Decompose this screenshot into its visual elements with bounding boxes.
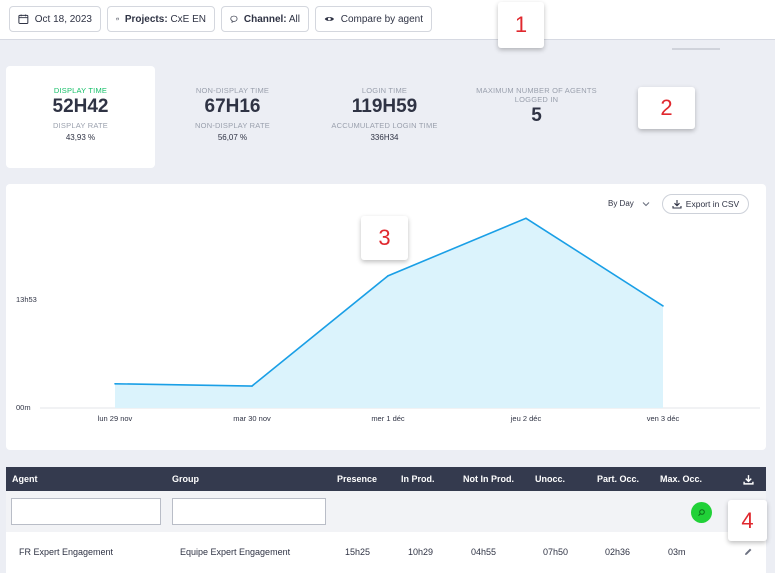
export-csv-button[interactable]: Export in CSV [662,194,749,214]
cell-not-in-prod: 04h55 [471,547,497,557]
date-label: Oct 18, 2023 [34,13,92,25]
cell-unocc: 07h50 [543,547,569,557]
col-agent[interactable]: Agent [12,474,38,484]
cell-group: Equipe Expert Engagement [180,547,291,557]
login-time-value: 119H59 [351,96,418,117]
col-group[interactable]: Group [172,474,199,484]
period-dropdown[interactable]: By Day [608,199,650,208]
x-tick-label-4: ven 3 déc [647,414,680,423]
annotation-badge-2: 2 [638,87,695,129]
export-label: Export in CSV [685,199,740,209]
projects-icon [116,17,119,21]
period-label: By Day [608,199,634,208]
display-time-label: DISPLAY TIME [53,86,108,95]
chevron-down-icon [642,201,650,206]
nondisplay-time-value: 67H16 [204,96,261,117]
filter-row [6,491,766,532]
cell-agent: FR Expert Engagement [19,547,114,557]
date-picker-button[interactable]: Oct 18, 2023 [9,6,101,32]
max-agents-value: 5 [531,105,542,126]
table-row[interactable]: FR Expert Engagement Equipe Expert Engag… [6,532,766,573]
x-tick-label-1: mar 30 nov [233,414,271,423]
eye-icon [324,16,335,22]
data-point-4 [662,305,664,307]
display-rate-value: 43,93 % [65,133,96,142]
channel-filter-button[interactable]: Channel: All [221,6,309,32]
annotation-badge-3: 3 [361,216,408,260]
cell-presence: 15h25 [345,547,371,557]
x-tick-label-3: jeu 2 déc [510,414,542,423]
accumulated-login-label: ACCUMULATED LOGIN TIME [331,121,438,130]
projects-label: Projects: [124,13,168,25]
projects-value: CxE EN [170,13,206,25]
max-agents-label-line1: MAXIMUM NUMBER OF AGENTS [476,86,597,95]
nondisplay-rate-value: 56,07 % [217,133,248,142]
display-time-card [6,66,155,168]
channel-value: All [288,13,300,25]
table-header: Agent Group Presence In Prod. Not In Pro… [6,467,766,491]
display-rate-label: DISPLAY RATE [53,121,108,130]
max-agents-label-line2: LOGGED IN [514,95,559,104]
divider [672,48,720,50]
compare-by-agent-button[interactable]: Compare by agent [315,6,432,32]
projects-filter-button[interactable]: Projects: CxE EN [107,6,215,32]
col-in-prod[interactable]: In Prod. [401,474,435,484]
nondisplay-rate-label: NON-DISPLAY RATE [195,121,270,130]
data-point-0 [114,382,116,385]
accumulated-login-value: 336H34 [370,133,399,142]
y-tick-label-0: 00m [16,403,31,412]
display-time-value: 52H42 [52,96,109,117]
nondisplay-time-label: NON-DISPLAY TIME [195,86,270,95]
cell-max-occ: 03m [668,547,686,557]
max-agents-stat: MAXIMUM NUMBER OF AGENTS LOGGED IN 5 [462,86,611,128]
annotation-badge-4: 4 [728,500,767,541]
top-toolbar: Oct 18, 2023 Projects: CxE EN Channel: A… [0,0,775,40]
x-tick-label-2: mer 1 déc [371,414,405,423]
area-fill [115,218,663,408]
chat-bubble-icon [230,15,238,23]
col-unocc[interactable]: Unocc. [535,474,566,484]
group-filter-input[interactable] [172,498,326,525]
cell-part-occ: 02h36 [605,547,631,557]
x-tick-label-0: lun 29 nov [98,414,133,423]
col-part-occ[interactable]: Part. Occ. [597,474,640,484]
cell-in-prod: 10h29 [408,547,434,557]
col-presence[interactable]: Presence [337,474,378,484]
edit-pencil-icon[interactable] [743,547,753,557]
channel-label: Channel: [243,13,287,25]
login-time-stat: LOGIN TIME 119H59 ACCUMULATED LOGIN TIME… [310,86,459,142]
annotation-badge-1: 1 [498,2,544,48]
search-button[interactable] [691,502,712,523]
col-max-occ[interactable]: Max. Occ. [660,474,703,484]
display-time-stat: DISPLAY TIME 52H42 DISPLAY RATE 43,93 % [6,86,155,142]
col-not-in-prod[interactable]: Not In Prod. [463,474,514,484]
compare-label: Compare by agent [340,13,423,25]
data-point-3 [525,217,527,220]
agent-filter-input[interactable] [11,498,161,525]
data-point-1 [251,385,253,387]
y-tick-label-1: 13h53 [16,295,37,304]
login-time-label: LOGIN TIME [361,86,408,95]
data-point-2 [387,275,389,277]
nondisplay-time-stat: NON-DISPLAY TIME 67H16 NON-DISPLAY RATE … [158,86,307,142]
search-icon [698,509,705,516]
download-table-icon[interactable] [743,474,754,485]
download-icon [672,200,682,209]
calendar-icon [18,14,29,24]
